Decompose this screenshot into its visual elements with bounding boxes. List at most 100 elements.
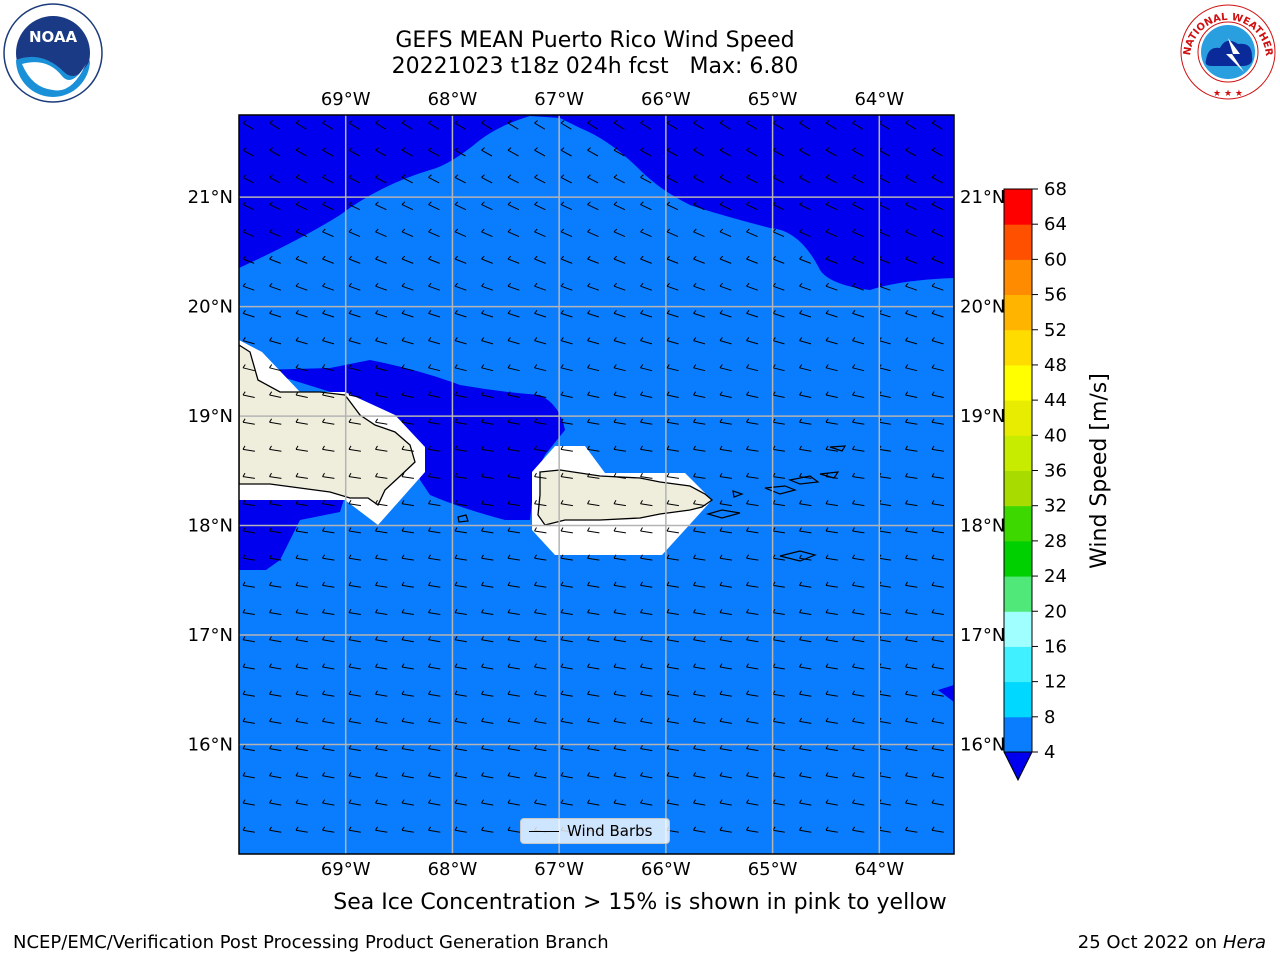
wind-barb [719,147,731,157]
colorbar-segment [1004,470,1032,507]
wind-barb [534,228,546,238]
wind-barb [640,581,653,588]
wind-barb [534,391,547,398]
wind-barb [269,608,282,615]
wind-barb [348,418,361,425]
lon-label-bottom: 64°W [854,859,904,880]
wind-barb [666,690,679,697]
wind-barb [772,554,785,561]
colorbar-segment [1004,540,1032,577]
wind-barb [799,337,812,345]
wind-barb [348,364,361,372]
wind-barb [295,418,308,425]
wind-barb [613,228,626,238]
wind-barb [507,799,520,806]
wind-barb [852,772,865,779]
wind-barb [746,174,758,184]
wind-barb [905,472,918,479]
wind-barb [454,826,467,833]
wind-barb [799,201,811,211]
wind-barb [242,120,254,130]
wind-barb [852,581,865,588]
wind-barb [772,472,785,479]
wind-barb [905,744,918,752]
wind-barb [242,527,255,534]
wind-barb [481,337,494,345]
wind-barb [454,228,467,238]
wind-barb [931,228,944,238]
wind-barb [587,527,600,534]
wind-barb [375,554,388,561]
wind-barb [746,636,759,643]
wind-barb [905,364,918,372]
wind-barb [666,120,678,130]
wind-barb [719,608,732,615]
wind-barb [428,663,441,670]
wind-barb [348,663,361,670]
wind-barb [666,500,679,507]
lat-label-left: 16°N [188,735,233,756]
wind-barb [560,581,573,588]
noaa-logo: NOAA [3,3,103,103]
colorbar-tick-label: 68 [1044,179,1067,200]
colorbar-tick-label: 4 [1044,742,1055,763]
wind-barb [640,663,653,670]
wind-barb [587,663,600,670]
colorbar-tick-label: 44 [1044,390,1067,411]
wind-barb [746,717,759,724]
wind-barb [481,120,493,130]
wind-barb [852,337,865,345]
wind-barb [507,120,519,130]
wind-barb [560,554,573,561]
wind-barb [534,120,546,130]
wind-barb [799,391,812,398]
wind-barb [322,201,334,211]
wind-barb [269,527,282,534]
wind-barb [852,608,865,615]
wind-barb [905,554,918,561]
wind-barb [746,337,759,345]
wind-barb [852,201,864,211]
wind-barb [825,391,838,398]
wind-barb [348,636,361,643]
wind-barb [507,201,520,211]
wind-barb [931,418,944,425]
wind-barb [428,500,441,507]
wind-barb [269,772,282,779]
wind-barb [401,174,413,184]
wind-barb [401,690,414,697]
wind-barb [640,228,652,238]
wind-barb [295,228,308,238]
wind-barb [746,120,758,130]
wind-barb [905,772,918,779]
wind-barb [719,282,732,291]
colorbar-tick-label: 64 [1044,214,1067,235]
wind-barb [905,201,917,211]
wind-barb [693,744,706,752]
wind-barb [825,527,838,534]
lon-label-top: 65°W [748,89,798,110]
wind-barb [401,826,414,833]
island-st-croix [779,550,817,562]
colorbar-tick-label: 48 [1044,355,1067,376]
colorbar-tick-label: 40 [1044,425,1067,446]
wind-barb [852,255,864,264]
lat-label-right: 20°N [960,297,1005,318]
wind-barb [905,636,918,643]
wind-barb [693,228,705,238]
wind-barb [931,663,944,670]
lon-label-bottom: 68°W [428,859,478,880]
wind-barb [269,799,282,806]
wind-barb [295,527,308,534]
colorbar-tick-label: 12 [1044,672,1067,693]
wind-barb [905,418,918,425]
wind-barb [322,826,335,833]
wind-barb [348,772,361,779]
wind-barb [905,391,918,398]
wind-barb [481,581,494,588]
wind-barb [799,690,812,697]
wind-barb [931,554,944,561]
wind-barb [613,744,626,752]
wind-barb [454,472,467,479]
wind-barb [401,309,414,318]
